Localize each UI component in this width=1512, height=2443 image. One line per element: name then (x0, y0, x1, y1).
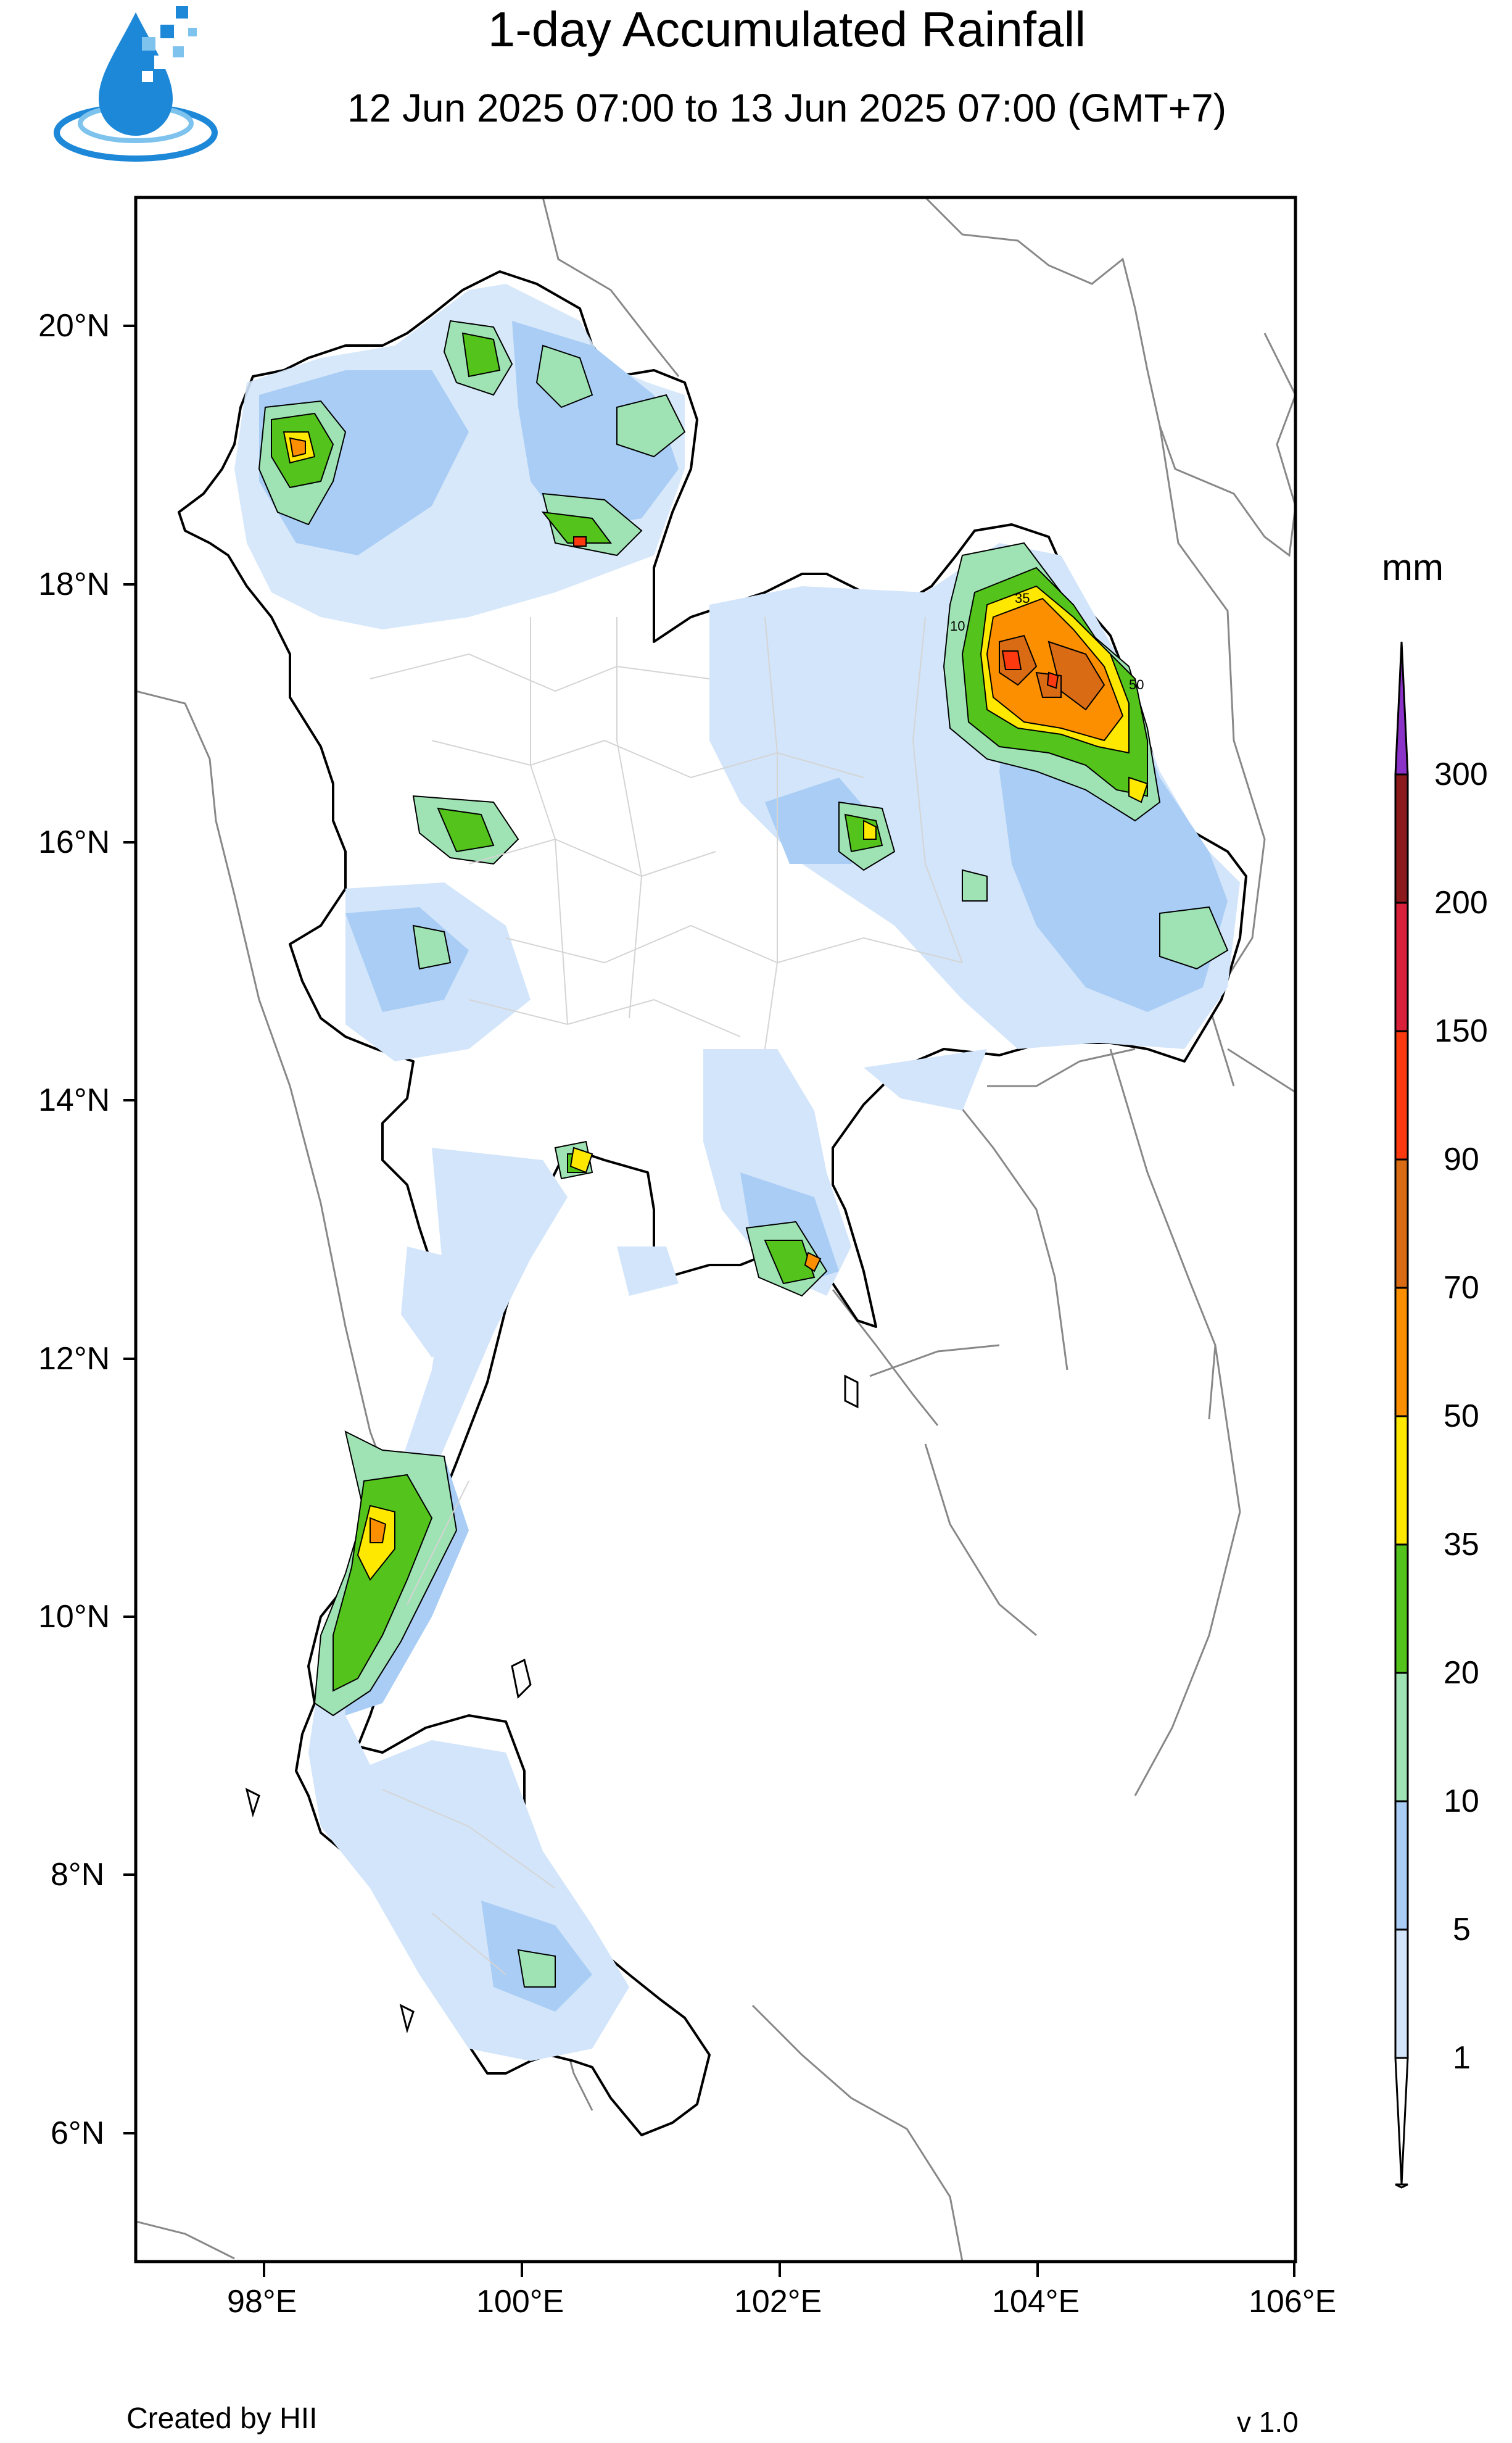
legend-label-70: 70 (1444, 1270, 1479, 1306)
map-frame (134, 196, 1297, 2263)
legend-label-300: 300 (1434, 757, 1488, 792)
lon-ticks (263, 2262, 1295, 2277)
version-text: v 1.0 (1237, 2406, 1299, 2438)
lon-label-106: 106°E (1249, 2284, 1337, 2320)
islands (245, 1374, 859, 2034)
legend-label-10: 10 (1444, 1783, 1479, 1819)
lat-label-18: 18°N (38, 566, 110, 602)
lat-ticks (123, 325, 136, 2134)
rain-90-150mm (573, 536, 1059, 689)
rain-1-5mm (234, 284, 1240, 2061)
lon-label-104: 104°E (992, 2284, 1080, 2320)
lon-label-98: 98°E (227, 2284, 297, 2320)
province-boundaries (370, 616, 963, 1975)
lat-label-12: 12°N (38, 1341, 110, 1377)
lon-label-102: 102°E (734, 2284, 822, 2320)
legend-label-5: 5 (1453, 1912, 1471, 1947)
legend-label-1: 1 (1453, 2040, 1471, 2076)
hii-logo-icon (54, 6, 218, 162)
contour-label: 35 (1015, 591, 1030, 606)
contour-label: 10 (950, 618, 965, 634)
legend-label-90: 90 (1444, 1142, 1479, 1177)
chart-subtitle: 12 Jun 2025 07:00 to 13 Jun 2025 07:00 (… (347, 86, 1226, 130)
lat-label-8: 8°N (51, 1857, 105, 1893)
lon-label-100: 100°E (476, 2284, 564, 2320)
credit-text: Created by HII (126, 2402, 318, 2435)
chart-title: 1-day Accumulated Rainfall (487, 2, 1086, 57)
lat-label-20: 20°N (38, 308, 110, 344)
legend-label-150: 150 (1434, 1013, 1488, 1049)
legend-label-50: 50 (1444, 1398, 1479, 1434)
contour-label: 50 (1129, 677, 1144, 692)
legend-label-20: 20 (1444, 1655, 1479, 1691)
legend-label-200: 200 (1434, 885, 1488, 921)
legend-unit: mm (1382, 547, 1444, 588)
legend-label-35: 35 (1444, 1527, 1479, 1562)
colorbar (1394, 641, 1409, 2189)
lat-label-14: 14°N (38, 1082, 110, 1118)
lat-label-6: 6°N (51, 2115, 105, 2151)
lat-label-10: 10°N (38, 1599, 110, 1635)
lat-label-16: 16°N (38, 824, 110, 860)
